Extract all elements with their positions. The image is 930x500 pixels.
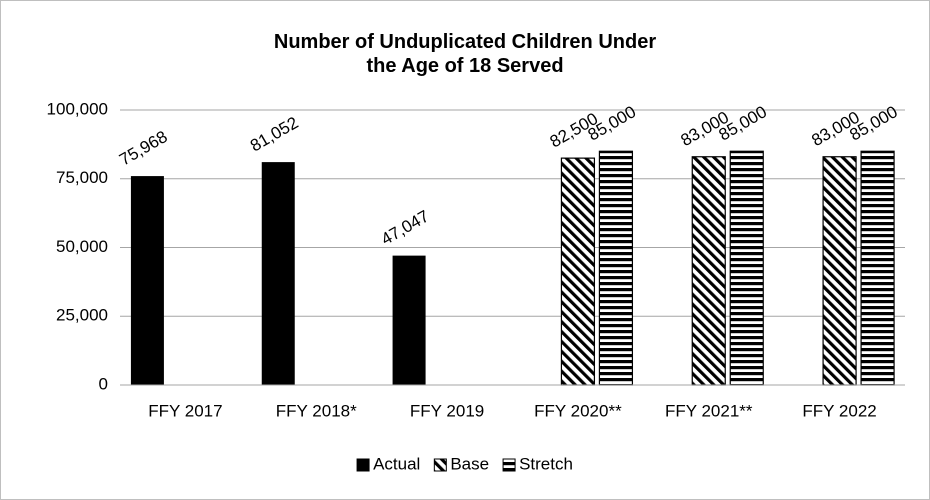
bar <box>261 162 295 385</box>
x-tick-label: FFY 2017 <box>148 401 222 420</box>
x-tick-label: FFY 2019 <box>410 401 484 420</box>
x-tick-label: FFY 2022 <box>802 401 876 420</box>
y-tick-label: 75,000 <box>56 168 108 187</box>
y-tick-label: 100,000 <box>47 99 108 118</box>
bar <box>822 156 857 386</box>
bar <box>691 156 726 386</box>
bar <box>130 176 164 385</box>
x-tick-label: FFY 2018* <box>276 401 357 420</box>
bar <box>860 150 895 386</box>
legend-label: Base <box>450 454 489 473</box>
legend-label: Actual <box>373 454 420 473</box>
y-tick-label: 0 <box>99 374 108 393</box>
bar <box>392 255 426 385</box>
x-tick-label: FFY 2021** <box>665 401 753 420</box>
legend-swatch <box>502 458 516 472</box>
bar <box>598 150 634 386</box>
bar <box>729 150 764 386</box>
legend-swatch <box>356 458 370 472</box>
y-tick-label: 50,000 <box>56 237 108 256</box>
chart-title: Number of Unduplicated Children Under th… <box>273 31 657 77</box>
legend-label: Stretch <box>519 454 573 473</box>
x-tick-label: FFY 2020** <box>534 401 622 420</box>
bar <box>560 157 596 386</box>
legend-swatch <box>433 458 447 472</box>
y-tick-label: 25,000 <box>56 306 108 325</box>
